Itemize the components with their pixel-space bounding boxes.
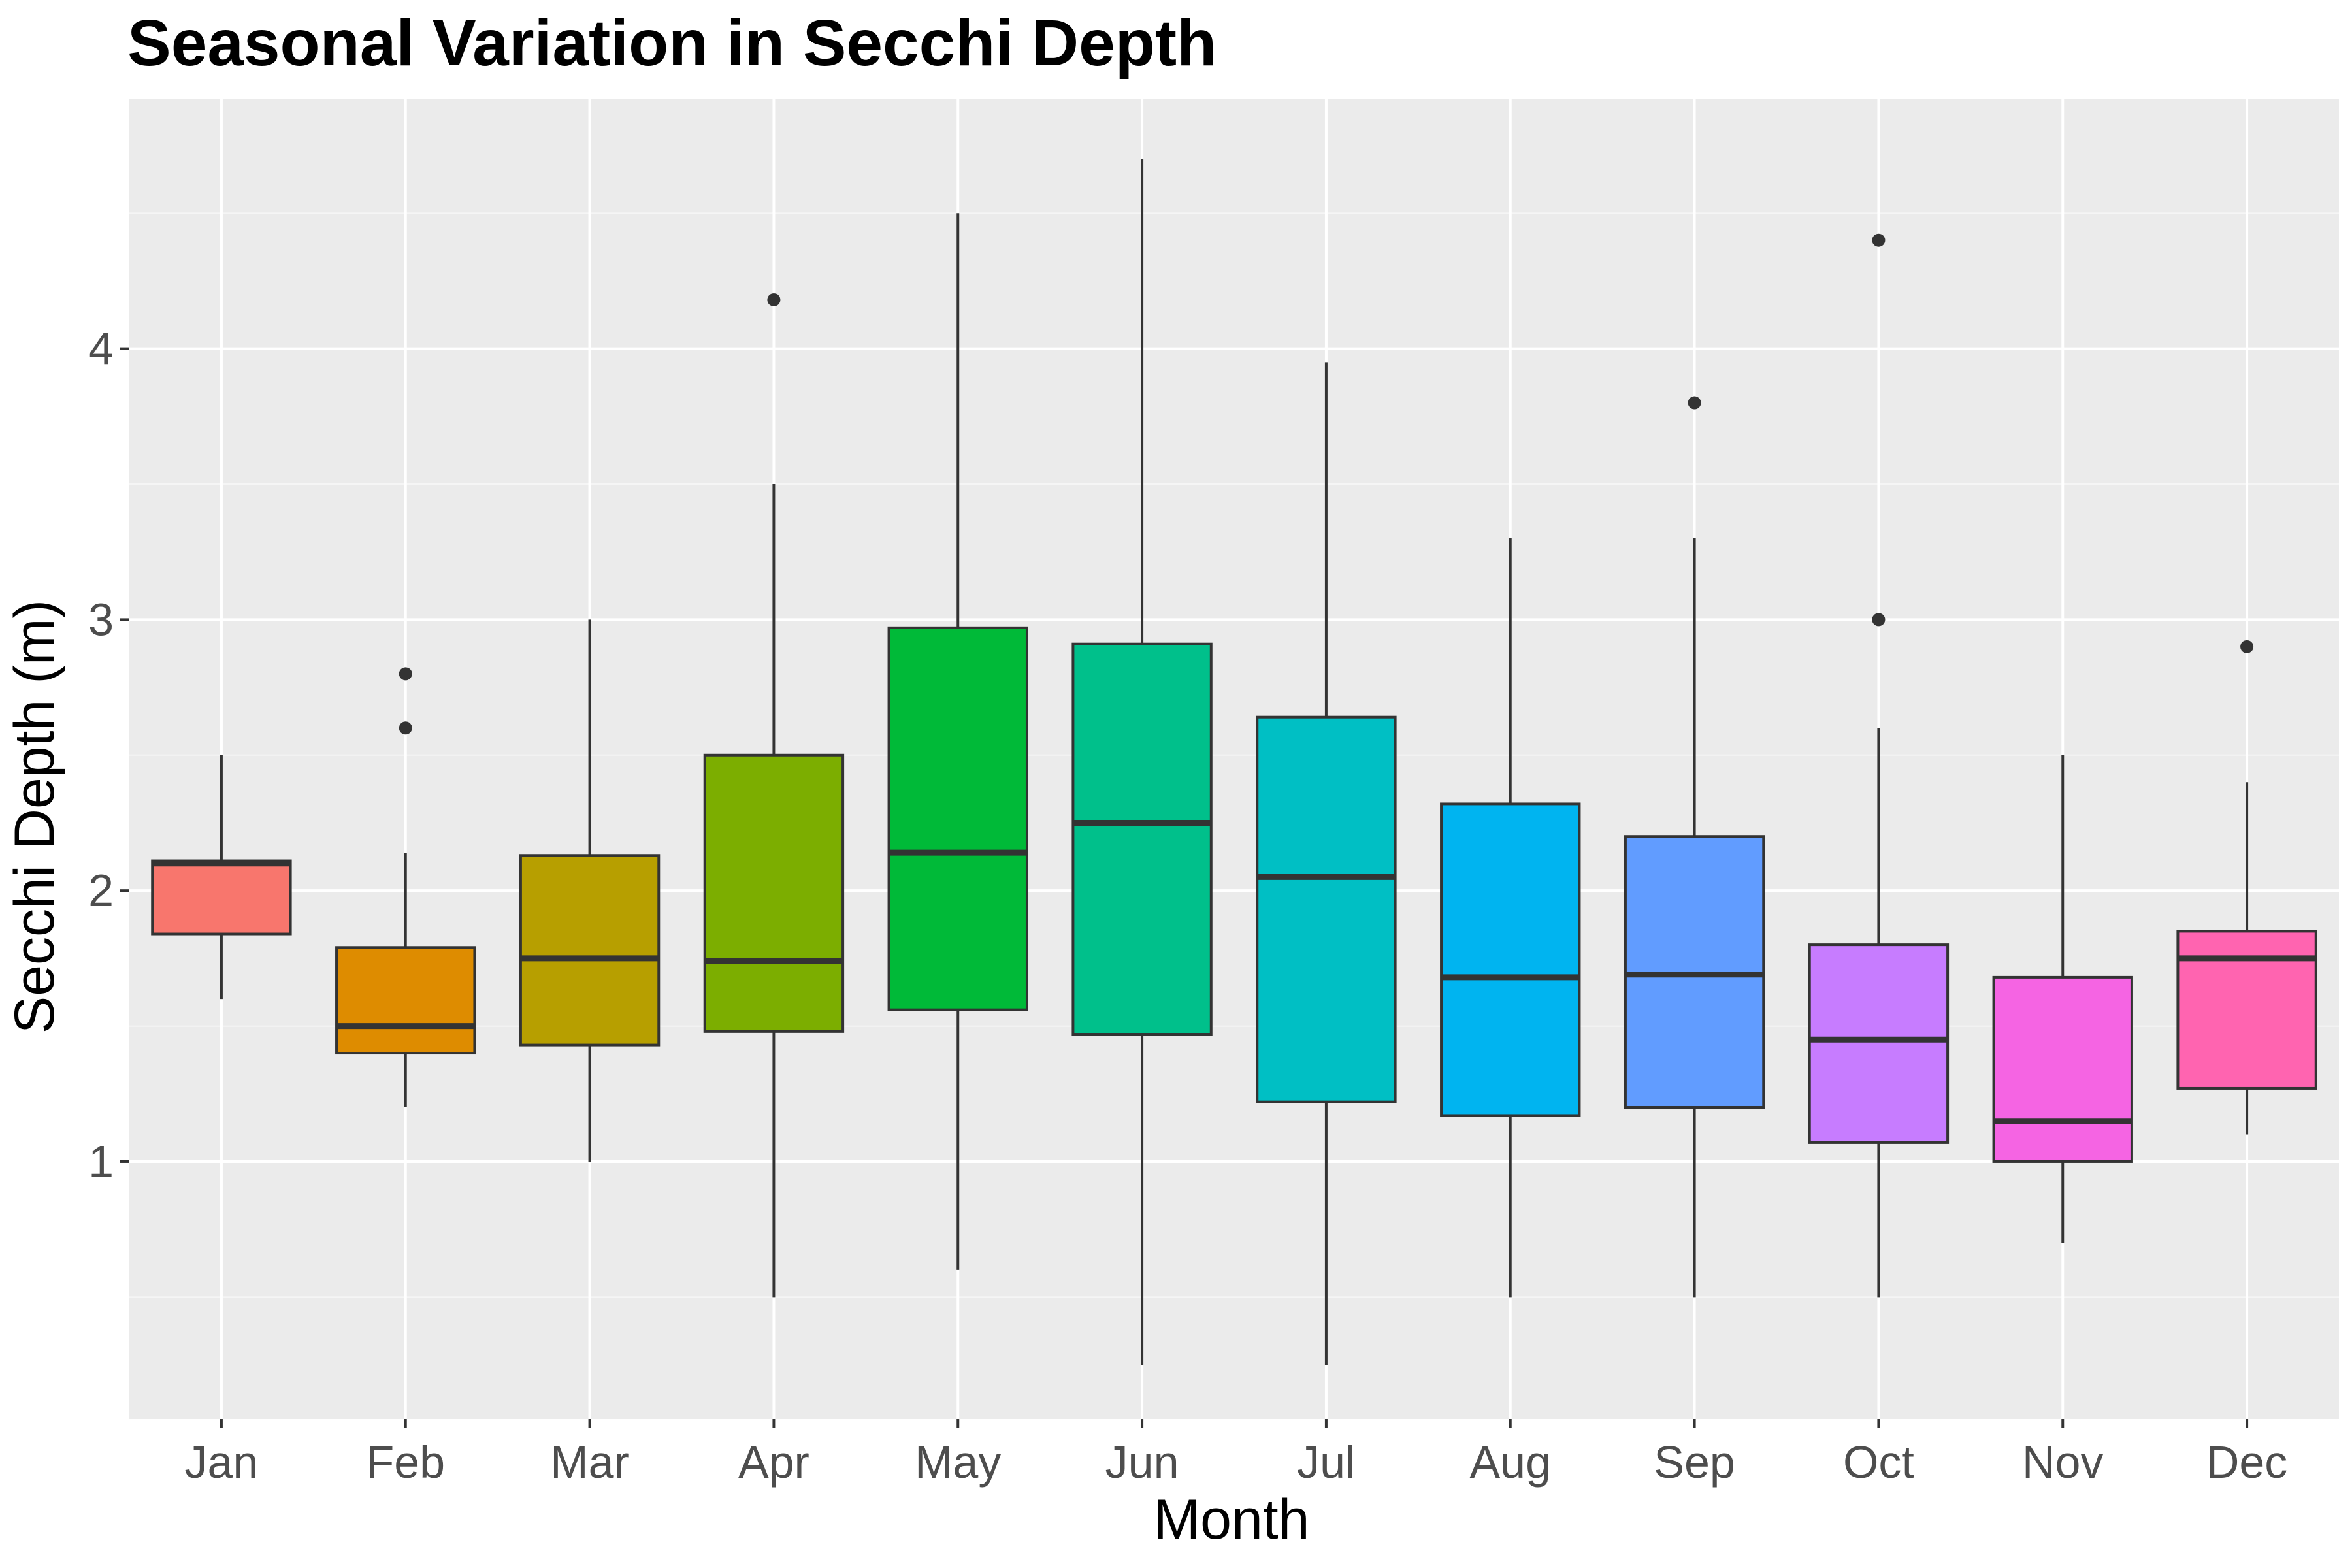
iqr-box	[1440, 802, 1581, 1117]
iqr-box	[335, 946, 476, 1055]
box-feb	[335, 667, 476, 1107]
box-nov	[1992, 755, 2133, 1243]
iqr-box	[151, 859, 292, 936]
outlier-point	[399, 721, 412, 735]
box-sep	[1624, 396, 1765, 1298]
x-tick-label: Jan	[184, 1437, 258, 1488]
x-axis: Jan Feb Mar Apr May Jun Jul Aug Sep Oct Nov Dec	[184, 1419, 2287, 1488]
y-tick-label: 1	[88, 1136, 114, 1187]
y-tick-label: 2	[88, 865, 114, 916]
outlier-point	[1872, 233, 1886, 247]
iqr-box	[519, 854, 661, 1047]
box-jan	[151, 755, 292, 1000]
x-tick-label: Sep	[1654, 1437, 1735, 1488]
plot-panel	[129, 99, 2339, 1419]
chart-title: Seasonal Variation in Secchi Depth	[127, 7, 1217, 80]
x-tick-label: Oct	[1843, 1437, 1914, 1488]
y-axis: 1 2 3 4	[88, 323, 129, 1187]
box-oct	[1808, 233, 1950, 1298]
y-tick-label: 4	[88, 323, 114, 374]
y-axis-title: Secchi Depth (m)	[3, 600, 66, 1034]
boxplot-series	[151, 159, 2317, 1365]
x-tick-label: Dec	[2206, 1437, 2287, 1488]
iqr-box	[1256, 715, 1397, 1103]
box-apr	[703, 293, 845, 1298]
iqr-box	[1992, 975, 2133, 1163]
x-tick-label: May	[915, 1437, 1001, 1488]
box-dec	[2176, 640, 2317, 1135]
outlier-point	[767, 293, 781, 306]
outlier-point	[1688, 396, 1701, 410]
box-jun	[1071, 159, 1213, 1365]
outlier-point	[1872, 613, 1886, 627]
iqr-box	[2176, 930, 2317, 1090]
x-axis-title: Month	[1153, 1488, 1309, 1551]
outlier-point	[399, 667, 412, 681]
outlier-point	[2240, 640, 2254, 653]
x-tick-label: Jul	[1297, 1437, 1355, 1488]
x-tick-label: Nov	[2022, 1437, 2103, 1488]
x-tick-label: Aug	[1469, 1437, 1551, 1488]
box-jul	[1256, 362, 1397, 1365]
iqr-box	[1071, 642, 1213, 1036]
x-tick-label: Feb	[366, 1437, 445, 1488]
iqr-box	[703, 753, 845, 1033]
x-tick-label: Jun	[1105, 1437, 1179, 1488]
box-may	[887, 213, 1028, 1270]
box-mar	[519, 619, 661, 1162]
y-tick-label: 3	[88, 594, 114, 645]
x-tick-label: Apr	[738, 1437, 809, 1488]
iqr-box	[1808, 943, 1950, 1144]
iqr-box	[887, 626, 1028, 1011]
x-tick-label: Mar	[550, 1437, 629, 1488]
box-aug	[1440, 538, 1581, 1298]
